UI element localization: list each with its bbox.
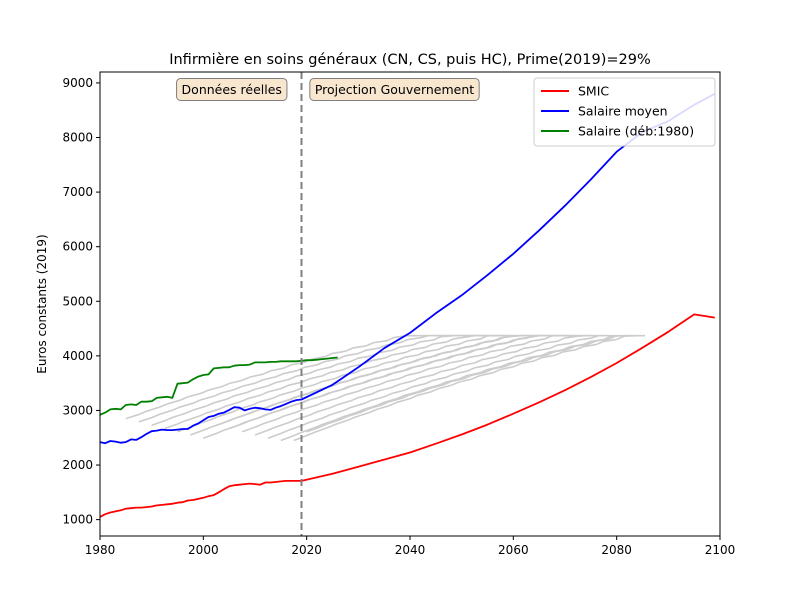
x-tick-label: 2060 <box>498 543 529 557</box>
y-tick-label: 8000 <box>62 131 93 145</box>
cohort-curve <box>177 334 529 433</box>
cohort-curve <box>306 334 638 433</box>
annotation-real-data-text: Données réelles <box>182 82 282 97</box>
y-tick-label: 6000 <box>62 240 93 254</box>
x-axis: 1980 2000 2020 2040 2060 2080 2100 <box>85 536 736 557</box>
y-axis: 1000 2000 3000 4000 5000 6000 7000 8000 9000 <box>62 76 100 527</box>
x-tick-label: 1980 <box>85 543 116 557</box>
y-tick-label: 2000 <box>62 458 93 472</box>
cohort-curve <box>293 334 646 442</box>
legend-label-smic: SMIC <box>578 84 609 99</box>
x-tick-label: 2020 <box>291 543 322 557</box>
annotation-real-data: Données réelles <box>176 77 288 101</box>
legend: SMIC Salaire moyen Salaire (déb:1980) <box>533 77 716 147</box>
y-tick-label: 1000 <box>62 513 93 527</box>
y-axis-label: Euros constants (2019) <box>35 234 49 373</box>
annotation-projection: Projection Gouvernement <box>309 77 480 101</box>
cohort-curve <box>254 334 607 436</box>
chart-title: Infirmière en soins généraux (CN, CS, pu… <box>169 52 651 68</box>
legend-label-salaire-moyen: Salaire moyen <box>578 104 668 119</box>
cohort-curves <box>125 334 646 442</box>
x-tick-label: 2080 <box>601 543 632 557</box>
series-line-salaire-deb-1980 <box>99 356 338 416</box>
series-lines <box>99 93 716 518</box>
series-line-smic <box>99 313 715 518</box>
series-line-salaire-moyen <box>99 93 716 445</box>
y-tick-label: 7000 <box>62 185 93 199</box>
annotation-projection-text: Projection Gouvernement <box>315 82 474 97</box>
x-tick-label: 2040 <box>395 543 426 557</box>
cohort-curve <box>228 334 581 430</box>
x-tick-label: 2000 <box>188 543 219 557</box>
cohort-curve <box>151 334 503 426</box>
y-tick-label: 4000 <box>62 349 93 363</box>
cohort-curve <box>164 334 516 430</box>
cohort-curve <box>267 334 620 440</box>
x-tick-label: 2100 <box>705 543 736 557</box>
legend-box <box>533 77 716 147</box>
y-tick-label: 3000 <box>62 403 93 417</box>
cohort-curve <box>216 334 568 426</box>
y-tick-label: 9000 <box>62 76 93 90</box>
y-tick-label: 5000 <box>62 294 93 308</box>
annotation-real-data-box <box>176 77 288 101</box>
legend-label-salaire-deb-1980: Salaire (déb:1980) <box>578 124 694 139</box>
cohort-curve <box>138 334 491 423</box>
annotation-projection-box <box>309 77 480 101</box>
cohort-curve <box>125 334 478 420</box>
cohort-curve <box>241 334 594 433</box>
